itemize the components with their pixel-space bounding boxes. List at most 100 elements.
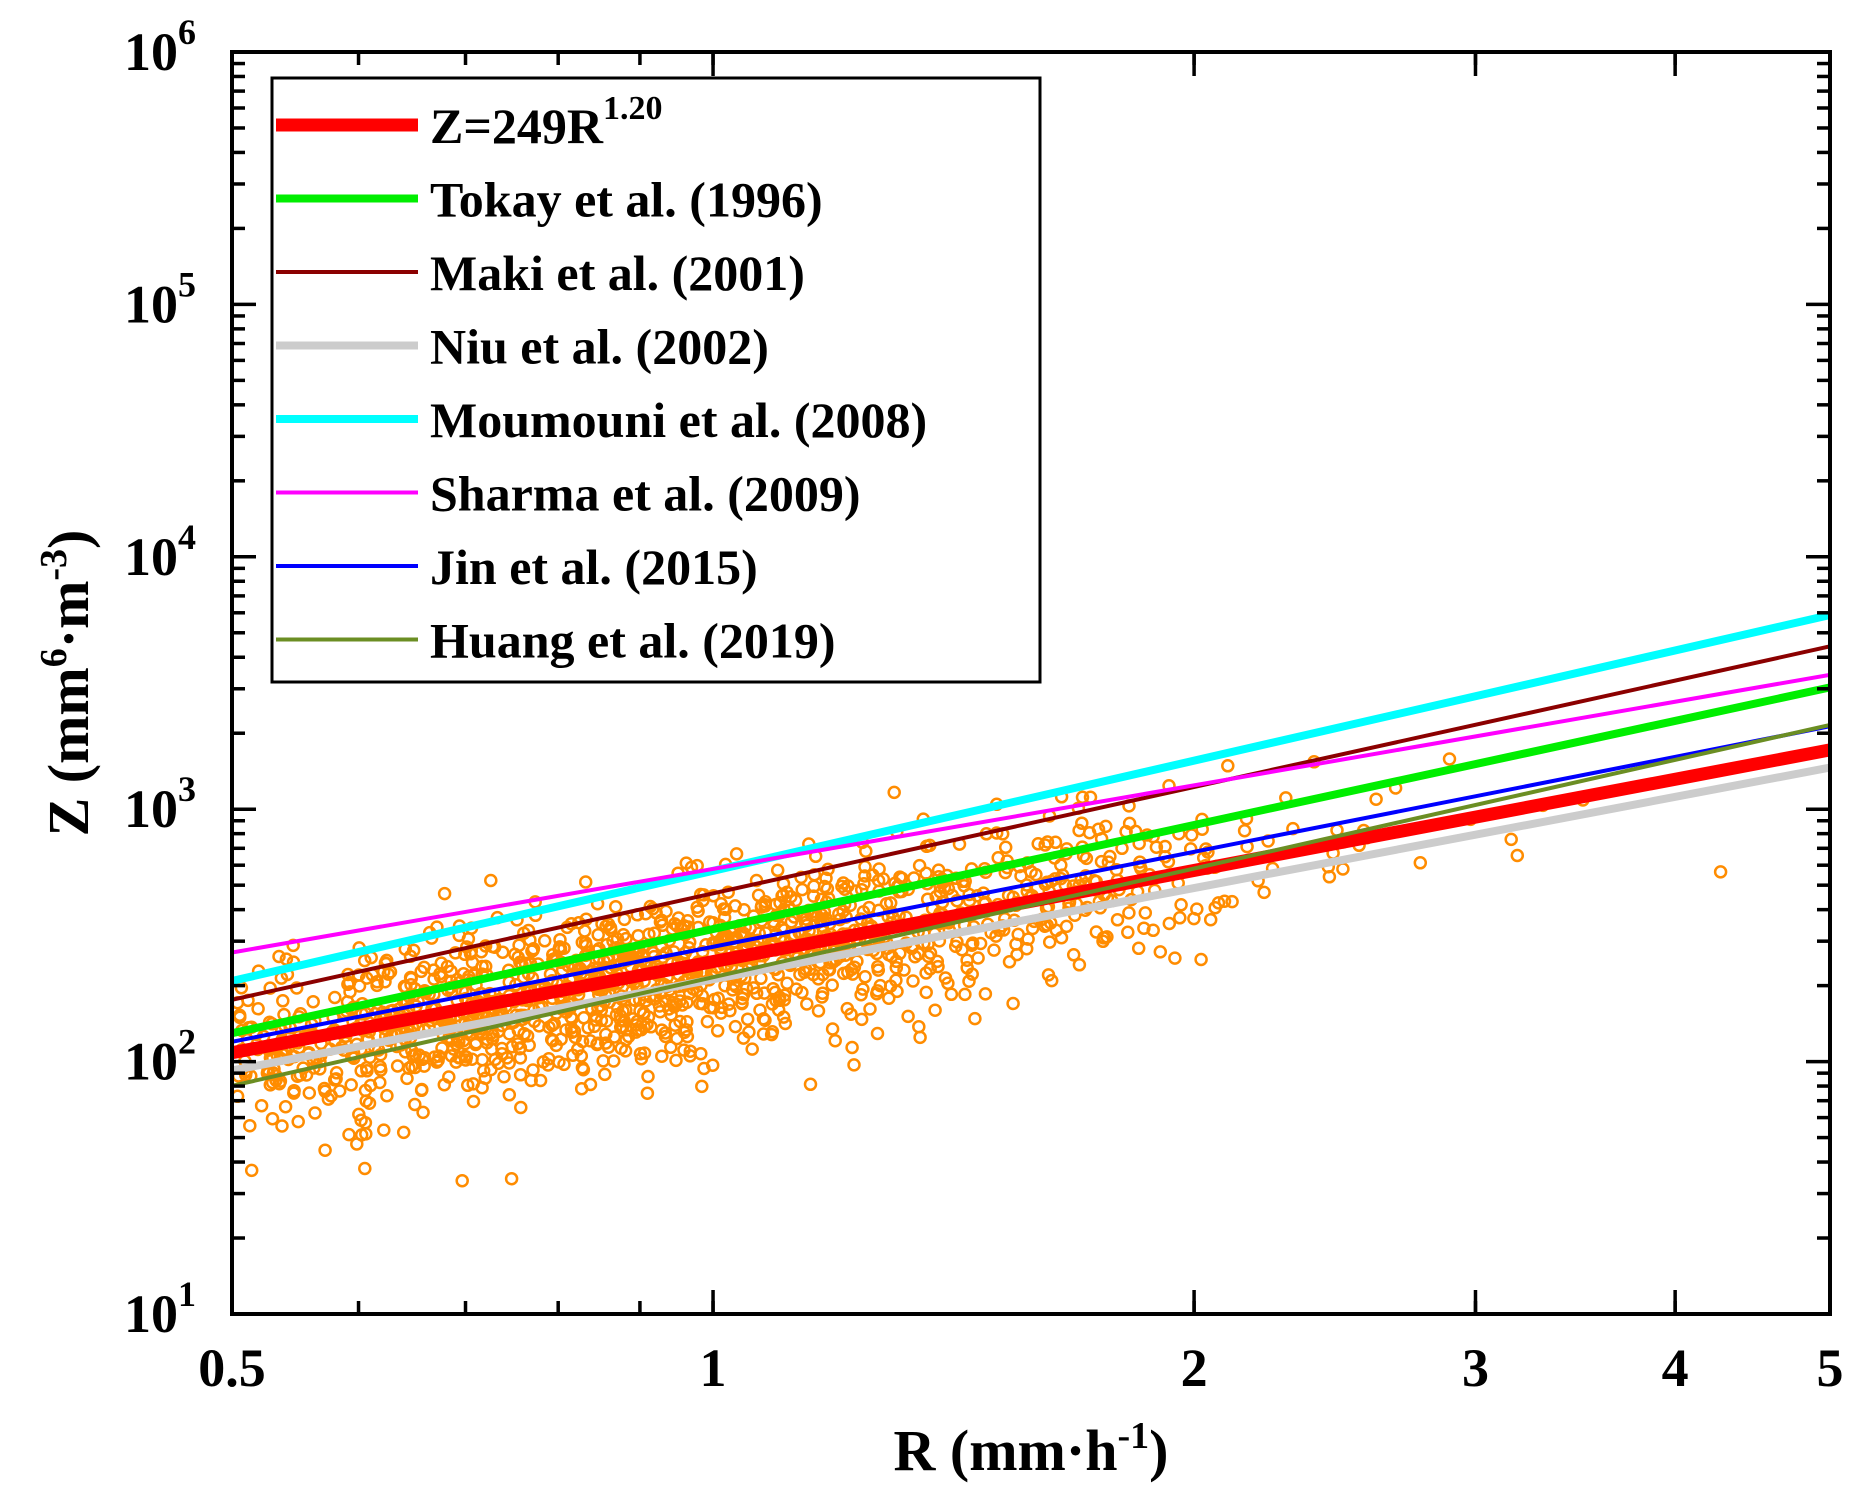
scatter-point bbox=[1031, 837, 1045, 851]
scatter-point bbox=[251, 1002, 265, 1016]
scatter-point bbox=[1369, 792, 1383, 806]
scatter-point bbox=[1072, 823, 1086, 838]
scatter-point bbox=[619, 1003, 633, 1017]
scatter-point bbox=[359, 1127, 373, 1141]
scatter-point bbox=[765, 997, 780, 1011]
scatter-point bbox=[1217, 894, 1232, 908]
scatter-point bbox=[466, 1094, 481, 1109]
y-tick-label: 106 bbox=[124, 12, 196, 82]
scatter-point bbox=[844, 1007, 858, 1021]
scatter-point bbox=[537, 934, 552, 948]
scatter-point bbox=[522, 1038, 536, 1053]
series-line-3 bbox=[232, 763, 1830, 1075]
scatter-point bbox=[866, 868, 880, 882]
scatter-point bbox=[821, 962, 836, 977]
scatter-point bbox=[272, 949, 286, 964]
scatter-point bbox=[460, 1078, 475, 1093]
scatter-point bbox=[800, 997, 814, 1011]
scatter-point bbox=[359, 1094, 373, 1108]
series-line-1 bbox=[232, 683, 1830, 1038]
scatter-point bbox=[700, 1014, 715, 1029]
scatter-point bbox=[574, 1049, 589, 1063]
scatter-point bbox=[1096, 931, 1111, 945]
scatter-point bbox=[583, 1034, 598, 1048]
scatter-point bbox=[380, 1088, 394, 1103]
scatter-point bbox=[913, 1030, 927, 1045]
scatter-point bbox=[390, 1059, 405, 1073]
legend-item: Moumouni et al. (2008) bbox=[276, 392, 927, 448]
scatter-point bbox=[703, 1000, 717, 1015]
scatter-point bbox=[870, 1026, 885, 1041]
scatter-point bbox=[722, 997, 736, 1011]
scatter-point bbox=[962, 974, 976, 988]
scatter-point bbox=[591, 928, 605, 942]
scatter-point bbox=[764, 1027, 779, 1042]
scatter-point bbox=[1138, 906, 1153, 920]
scatter-point bbox=[437, 886, 452, 901]
scatter-point bbox=[832, 907, 846, 921]
scatter-point bbox=[526, 1063, 540, 1077]
scatter-point bbox=[1009, 937, 1023, 951]
scatter-point bbox=[433, 969, 448, 984]
scatter-point bbox=[1094, 854, 1109, 869]
legend-label: Tokay et al. (1996) bbox=[430, 172, 823, 228]
scatter-point bbox=[828, 1033, 842, 1048]
scatter-point bbox=[677, 1043, 691, 1057]
scatter-point bbox=[780, 976, 794, 991]
scatter-point bbox=[911, 947, 926, 961]
scatter-point bbox=[725, 983, 740, 997]
scatter-point bbox=[1208, 900, 1222, 915]
scatter-point bbox=[838, 882, 852, 896]
y-tick-label: 104 bbox=[124, 517, 196, 587]
scatter-point bbox=[444, 1049, 459, 1063]
scatter-point bbox=[784, 889, 798, 904]
scatter-point bbox=[841, 879, 855, 893]
y-tick-label: 102 bbox=[124, 1022, 196, 1092]
scatter-point bbox=[514, 1100, 528, 1115]
scatter-point bbox=[233, 1010, 247, 1025]
scatter-point bbox=[1122, 816, 1137, 831]
scatter-point bbox=[870, 984, 885, 998]
legend-label: Niu et al. (2002) bbox=[430, 319, 769, 375]
scatter-point bbox=[417, 1059, 431, 1073]
scatter-point bbox=[923, 962, 937, 976]
scatter-point bbox=[512, 938, 526, 952]
scatter-point bbox=[578, 935, 593, 950]
scatter-point bbox=[276, 994, 290, 1008]
scatter-point bbox=[1162, 916, 1177, 931]
scatter-point bbox=[1059, 919, 1074, 934]
scatter-point bbox=[495, 945, 510, 959]
scatter-point bbox=[820, 882, 835, 896]
scatter-point bbox=[960, 961, 974, 975]
scatter-point bbox=[797, 965, 812, 979]
scatter-point bbox=[432, 1049, 446, 1063]
scatter-point bbox=[658, 1026, 673, 1040]
scatter-point bbox=[354, 1113, 368, 1127]
scatter-point bbox=[856, 982, 870, 996]
scatter-point bbox=[1122, 906, 1136, 920]
x-tick-label: 3 bbox=[1462, 1338, 1489, 1398]
axis-ticks bbox=[230, 50, 1832, 1316]
scatter-point bbox=[504, 1171, 519, 1186]
scatter-point bbox=[502, 1088, 517, 1102]
scatter-point bbox=[575, 1034, 590, 1049]
scatter-point bbox=[1413, 856, 1428, 870]
scatter-point bbox=[1131, 941, 1146, 956]
scatter-point bbox=[475, 1080, 489, 1095]
scatter-point bbox=[354, 1064, 368, 1078]
scatter-point bbox=[1041, 968, 1056, 982]
scatter-point bbox=[882, 991, 896, 1005]
scatter-point bbox=[1194, 952, 1208, 967]
scatter-point bbox=[858, 970, 872, 984]
scatter-point bbox=[871, 963, 886, 977]
scatter-point bbox=[291, 1114, 305, 1129]
legend-label: Huang et al. (2019) bbox=[430, 613, 836, 669]
scatter-point bbox=[705, 1058, 720, 1072]
scatter-point bbox=[710, 1024, 725, 1038]
scatter-point bbox=[495, 1041, 509, 1056]
scatter-point bbox=[552, 1055, 566, 1069]
scatter-point bbox=[1225, 894, 1239, 909]
scatter-point bbox=[673, 1014, 687, 1029]
legend: Z=249R1.20 Tokay et al. (1996) Maki et al.… bbox=[270, 76, 1042, 684]
scatter-point bbox=[1504, 832, 1518, 847]
